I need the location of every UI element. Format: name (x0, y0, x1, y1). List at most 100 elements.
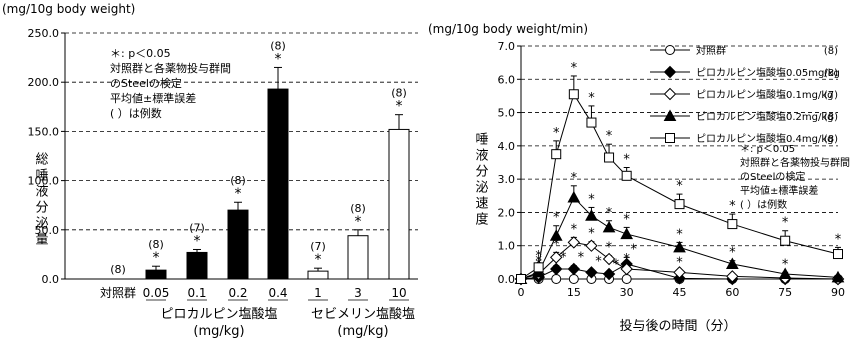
bar-category-label: 0.2 (228, 286, 247, 300)
line-ytick-label: 5.0 (498, 107, 516, 120)
line-xtick-label: 15 (567, 286, 581, 299)
significance-star: * (578, 251, 585, 266)
significance-star: * (553, 211, 560, 226)
line-annotation-line: 平均値±標準誤差 (740, 184, 818, 197)
bar-group2-unit: (mg/kg) (337, 324, 388, 339)
bar-annotation-line: 対照群と各薬物投与群間 (110, 61, 231, 75)
line-xtick-label: 0 (518, 286, 525, 299)
significance-star: * (613, 257, 620, 272)
line-ylabel: 唾液分泌速度 (473, 132, 489, 228)
legend-marker (663, 87, 677, 101)
line-series: ***** **** (514, 171, 845, 284)
data-point (568, 89, 579, 100)
bar (145, 269, 167, 280)
data-point (674, 199, 685, 210)
data-point (833, 249, 843, 260)
legend-label: ピロカルピン塩酸塩0.4mg/kg (696, 132, 834, 145)
data-point (831, 270, 845, 283)
bar-n-label: (7) (189, 221, 205, 234)
data-point (602, 252, 616, 266)
legend-marker (665, 45, 675, 55)
bar-annotation-line: ＊: p＜0.05 (110, 47, 171, 60)
significance-star: * (676, 256, 683, 271)
legend-label: 対照群 (696, 44, 726, 57)
line-xtick-label: 60 (725, 286, 739, 299)
significance-star: * (275, 51, 282, 67)
data-point (727, 219, 738, 230)
line-chart: (mg/10g body weight/min) 唾液分泌速度 投与後の時間（分… (428, 22, 850, 334)
significance-star: * (571, 222, 578, 237)
significance-star: * (606, 241, 613, 256)
bar-n-label: (8) (110, 263, 126, 276)
bar-ytick-label: 150.0 (28, 125, 60, 138)
significance-star: * (782, 216, 789, 231)
significance-star: * (782, 257, 789, 272)
significance-star: * (153, 250, 160, 266)
line-ytick-label: 7.0 (498, 40, 516, 53)
legend-label: ピロカルピン塩酸塩0.1mg/kg (696, 88, 834, 101)
line-xtick-label: 90 (831, 286, 845, 299)
data-point (551, 274, 562, 284)
line-annotation-line: ( ）は例数 (740, 198, 787, 211)
significance-star: * (315, 252, 322, 268)
bar-annotation-line: 平均値±標準誤差 (110, 91, 196, 105)
bar-n-label: (8) (270, 39, 286, 52)
significance-star: * (623, 152, 630, 167)
line-series: ********** (516, 61, 843, 284)
significance-star: * (355, 214, 362, 230)
legend-n-label: (8) (824, 46, 838, 57)
data-point (725, 257, 739, 270)
significance-star: * (623, 212, 630, 227)
data-point (673, 240, 686, 253)
data-point (620, 262, 633, 276)
significance-star: * (588, 227, 595, 242)
bar-ytick-label: 250.0 (28, 27, 60, 40)
significance-star: * (571, 171, 578, 186)
legend-n-label: (7) (824, 90, 838, 101)
data-point (550, 251, 563, 264)
bar (227, 209, 249, 280)
significance-star: * (623, 252, 630, 267)
significance-star: * (588, 192, 595, 207)
significance-star: * (835, 232, 842, 247)
bar-chart: (mg/10g body weight) 総唾液分泌量 ＊: p＜0.05対照群… (2, 2, 418, 339)
data-point (778, 267, 792, 280)
bar (307, 270, 329, 280)
data-point (602, 267, 616, 281)
data-point (516, 274, 526, 284)
line-ytick-label: 2.0 (498, 206, 516, 219)
significance-star: * (729, 246, 736, 261)
line-xtick-label: 30 (620, 286, 634, 299)
bar (267, 88, 289, 280)
line-annotation-line: ＊: p＜0.05 (740, 144, 795, 155)
line-xlabel: 投与後の時間（分） (619, 318, 736, 334)
bar-annotation-line: ( ）は例数 (110, 106, 162, 120)
bar-ytick-label: 200.0 (28, 76, 60, 89)
bar-ylabel: 総唾液分泌量 (33, 152, 49, 248)
significance-star: * (606, 129, 613, 144)
bar-group1-unit: (mg/kg) (193, 324, 244, 339)
bar (186, 251, 208, 280)
significance-star: * (553, 126, 560, 141)
bar-category-label: 10 (391, 286, 406, 300)
data-point (621, 170, 632, 181)
bar-n-label: (8) (350, 202, 366, 215)
legend-marker (663, 65, 677, 79)
legend-marker (663, 109, 677, 121)
line-annotation-line: 対照群と各薬物投与群間 (740, 156, 850, 169)
bar-category-label: 3 (354, 286, 362, 300)
bar-plot-area: 0.050.0100.0150.0200.0250.0(8)対照群*(8)0.0… (28, 27, 418, 301)
bar-n-label: (8) (391, 87, 407, 100)
bar-category-label: 0.4 (268, 286, 287, 300)
significance-star: * (194, 233, 201, 249)
bar-category-label: 1 (314, 286, 322, 300)
significance-star: * (588, 91, 595, 106)
data-point (550, 262, 563, 276)
significance-star: * (729, 199, 736, 214)
significance-star: * (571, 61, 578, 76)
significance-star: * (553, 237, 560, 252)
line-ytick-label: 0.0 (498, 273, 516, 286)
